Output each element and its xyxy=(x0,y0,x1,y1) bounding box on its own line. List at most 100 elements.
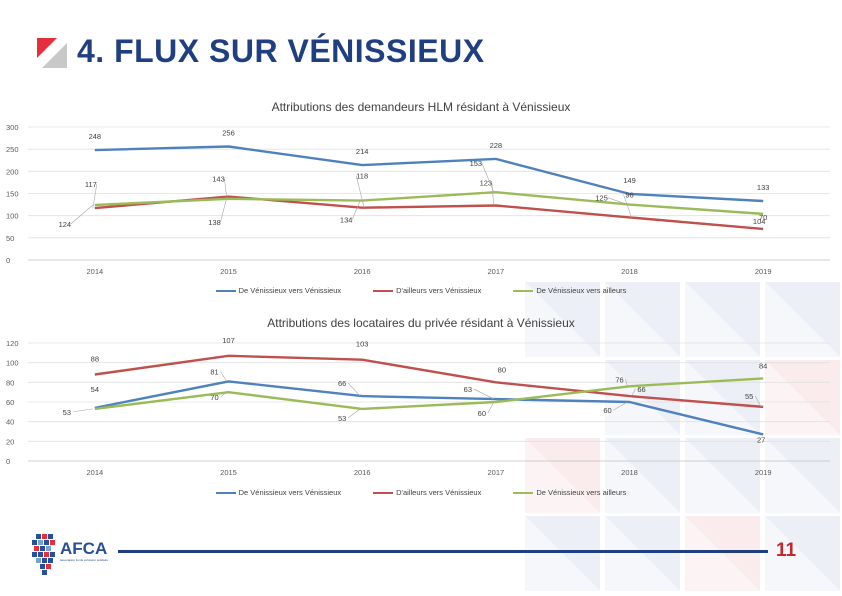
y-tick-label: 80 xyxy=(6,378,14,387)
legend-label: De Vénissieux vers Vénissieux xyxy=(238,488,342,497)
header-logo-mark xyxy=(37,38,67,68)
legend-item-venissieux-ailleurs: De Vénissieux vers ailleurs xyxy=(513,286,626,295)
data-label: 117 xyxy=(85,180,97,189)
data-label: 153 xyxy=(470,159,483,168)
page-title: 4. FLUX SUR VÉNISSIEUX xyxy=(77,33,485,69)
legend-swatch xyxy=(373,289,394,292)
x-tick-label: 2016 xyxy=(354,267,371,276)
data-label: 70 xyxy=(210,393,218,402)
legend-item-ailleurs-venissieux: D'ailleurs vers Vénissieux xyxy=(373,488,481,497)
data-label: 256 xyxy=(222,129,235,138)
leader-line xyxy=(623,194,632,218)
data-label: 143 xyxy=(212,175,225,184)
leader-line xyxy=(70,204,94,225)
data-label: 60 xyxy=(603,406,611,415)
leader-line xyxy=(224,178,227,197)
series-line xyxy=(94,377,764,411)
data-label: 104 xyxy=(753,217,766,226)
data-label: 118 xyxy=(356,172,368,181)
data-label: 53 xyxy=(338,414,346,423)
data-label: 27 xyxy=(757,435,765,444)
y-tick-label: 0 xyxy=(6,457,10,466)
legend-swatch xyxy=(513,289,534,292)
data-label: 81 xyxy=(210,367,218,376)
legend-label: D'ailleurs vers Vénissieux xyxy=(396,286,482,295)
leader-line xyxy=(347,382,361,397)
x-tick-label: 2019 xyxy=(755,267,772,276)
data-label: 60 xyxy=(478,409,486,418)
x-tick-label: 2016 xyxy=(354,468,371,477)
x-tick-label: 2019 xyxy=(755,468,772,477)
leader-line xyxy=(473,388,494,400)
data-label: 107 xyxy=(222,336,235,345)
footer-rule xyxy=(118,550,768,553)
leader-line xyxy=(631,388,636,397)
data-label: 96 xyxy=(625,190,633,199)
leader-line xyxy=(487,401,495,414)
data-label: 66 xyxy=(637,385,645,394)
chart-legend: De Vénissieux vers Vénissieux D'ailleurs… xyxy=(0,488,842,497)
x-tick-label: 2014 xyxy=(86,267,103,276)
leader-line xyxy=(72,408,93,413)
legend-label: De Vénissieux vers Vénissieux xyxy=(238,286,342,295)
legend-item-venissieux-venissieux: De Vénissieux vers Vénissieux xyxy=(215,488,342,497)
data-label: 149 xyxy=(623,176,636,185)
page-number: 11 xyxy=(776,540,797,561)
data-label: 248 xyxy=(89,132,102,141)
leader-line xyxy=(491,182,495,206)
data-label: 138 xyxy=(208,218,221,227)
x-tick-label: 2017 xyxy=(487,468,504,477)
series-line xyxy=(94,380,764,436)
series-line xyxy=(94,195,764,231)
legend-label: D'ailleurs vers Vénissieux xyxy=(396,488,482,497)
data-label: 214 xyxy=(356,147,369,156)
data-label: 63 xyxy=(464,385,472,394)
chart-legend: De Vénissieux vers Vénissieux D'ailleurs… xyxy=(0,286,842,295)
legend-label: De Vénissieux vers ailleurs xyxy=(536,286,627,295)
data-label: 103 xyxy=(356,340,369,349)
series-line xyxy=(94,354,764,409)
y-tick-label: 100 xyxy=(6,359,19,368)
x-tick-label: 2015 xyxy=(220,468,237,477)
data-label: 53 xyxy=(63,408,71,417)
chart-hlm-demandeurs: Attributions des demandeurs HLM résidant… xyxy=(0,100,842,295)
x-tick-label: 2015 xyxy=(220,267,237,276)
series-line xyxy=(94,145,764,203)
chart-locataires-prive: Attributions des locataires du privée ré… xyxy=(0,316,842,497)
logo-subtitle: association fonds cohésion solidaire xyxy=(60,558,108,562)
legend-label: De Vénissieux vers ailleurs xyxy=(536,488,627,497)
legend-swatch xyxy=(215,289,236,292)
data-label: 80 xyxy=(498,365,506,374)
y-tick-label: 200 xyxy=(6,167,19,176)
legend-swatch xyxy=(215,491,236,494)
chart-title: Attributions des locataires du privée ré… xyxy=(267,316,575,330)
y-tick-label: 40 xyxy=(6,418,14,427)
leader-line xyxy=(220,198,227,222)
leader-line xyxy=(220,371,227,382)
data-label: 134 xyxy=(340,216,353,225)
x-tick-label: 2018 xyxy=(621,267,638,276)
leader-line xyxy=(92,184,98,209)
y-tick-label: 120 xyxy=(6,339,19,348)
line-chart-prive: 0 20 40 60 80 100 120 2014 2015 2016 2017 2018 2019 5… xyxy=(6,336,830,477)
y-tick-label: 50 xyxy=(6,234,14,243)
y-tick-label: 250 xyxy=(6,145,19,154)
leader-line xyxy=(613,401,628,411)
y-tick-label: 300 xyxy=(6,123,19,132)
leader-line xyxy=(607,197,628,205)
logo-grid-icon xyxy=(32,534,55,575)
data-label: 228 xyxy=(490,141,503,150)
leader-line xyxy=(625,379,628,387)
x-tick-label: 2017 xyxy=(487,267,504,276)
y-tick-label: 20 xyxy=(6,437,14,446)
data-label: 133 xyxy=(757,183,770,192)
leader-line xyxy=(220,391,227,398)
data-label: 54 xyxy=(91,385,99,394)
data-label: 76 xyxy=(615,375,623,384)
data-label: 88 xyxy=(91,354,99,363)
y-tick-label: 0 xyxy=(6,256,10,265)
x-tick-label: 2018 xyxy=(621,468,638,477)
y-tick-label: 150 xyxy=(6,190,19,199)
leader-line xyxy=(347,408,361,419)
